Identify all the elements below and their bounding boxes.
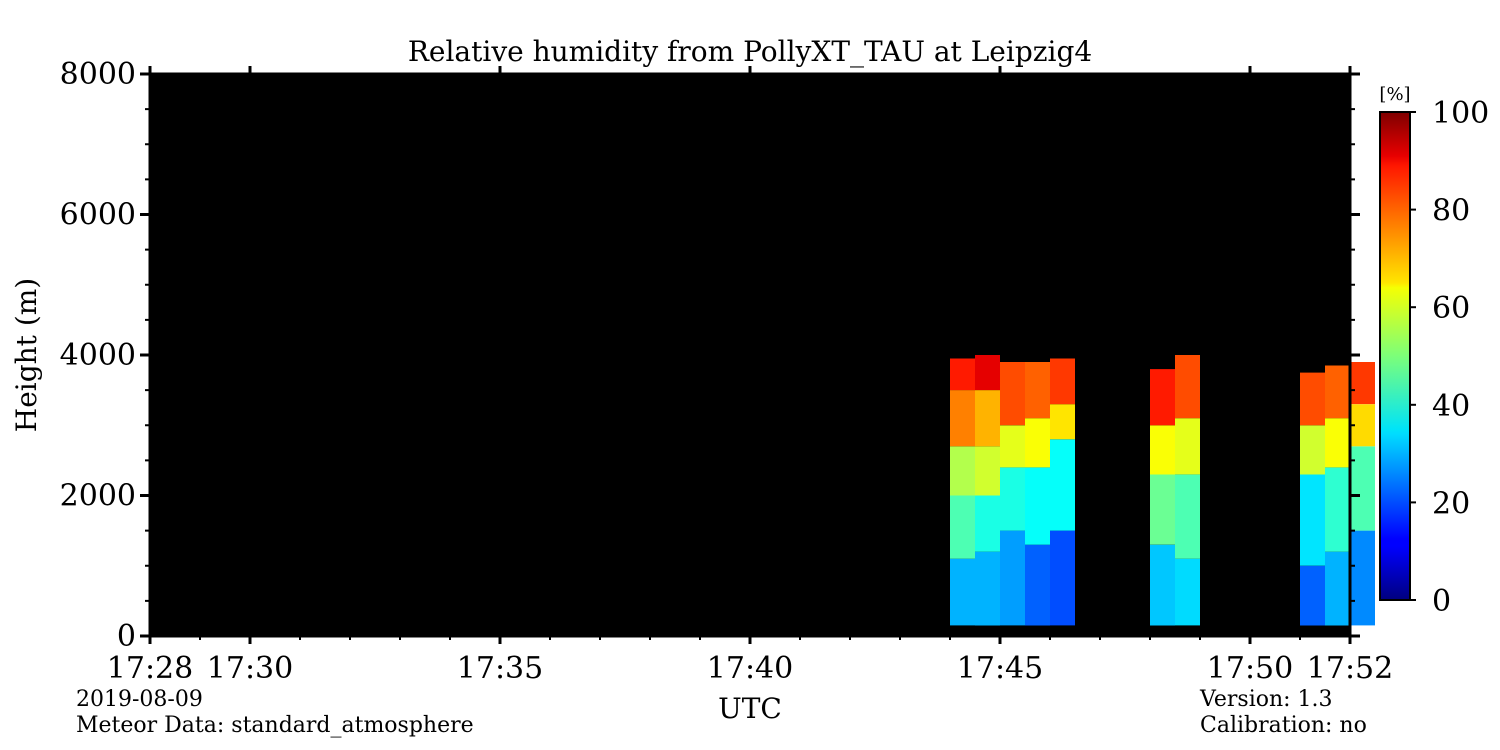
y-tick-label: 2000 — [60, 479, 136, 514]
colorbar-tick-label: 80 — [1432, 194, 1470, 229]
rh-cell — [1325, 418, 1350, 468]
y-tick-label: 4000 — [60, 338, 136, 373]
rh-cell — [1025, 467, 1050, 545]
x-tick-label: 17:35 — [457, 651, 543, 686]
y-tick-label: 0 — [117, 619, 136, 654]
x-axis-label: UTC — [718, 692, 782, 725]
rh-cell — [950, 558, 975, 626]
colorbar-label: [%] — [1379, 84, 1410, 105]
colorbar-tick-label: 20 — [1432, 486, 1470, 521]
rh-cell — [975, 446, 1000, 496]
rh-cell — [1325, 467, 1350, 552]
rh-cell — [1175, 558, 1200, 626]
rh-cell — [1350, 362, 1375, 405]
rh-cell — [975, 495, 1000, 552]
rh-cell — [950, 390, 975, 447]
rh-cell — [1300, 372, 1325, 426]
rh-cell — [1050, 439, 1075, 531]
rh-cell — [950, 446, 975, 496]
rh-cell — [1000, 467, 1025, 531]
rh-cell — [1300, 565, 1325, 626]
rh-cell — [1300, 474, 1325, 566]
rh-cell — [950, 495, 975, 559]
rh-cell — [1025, 362, 1050, 419]
rh-cell — [1150, 544, 1175, 626]
x-tick-label: 17:28 — [107, 651, 193, 686]
rh-cell — [950, 358, 975, 391]
rh-cell — [1325, 551, 1350, 626]
rh-cell — [1350, 530, 1375, 626]
rh-cell — [1350, 446, 1375, 531]
footer-calibration: Calibration: no — [1200, 713, 1367, 738]
rh-cell — [1325, 365, 1350, 419]
rh-cell — [1175, 418, 1200, 475]
rh-cell — [1175, 474, 1200, 559]
rh-cell — [975, 390, 1000, 447]
rh-cell — [1050, 404, 1075, 440]
footer-date: 2019-08-09 — [76, 687, 203, 712]
rh-cell — [1150, 369, 1175, 426]
rh-cell — [1050, 358, 1075, 405]
colorbar-tick-label: 40 — [1432, 389, 1470, 424]
rh-cell — [1000, 425, 1025, 468]
rh-cell — [1175, 355, 1200, 419]
x-tick-label: 17:40 — [707, 651, 793, 686]
rh-cell — [975, 355, 1000, 391]
footer-meteor-data: Meteor Data: standard_atmosphere — [76, 713, 474, 738]
colorbar: [%] 0 20 40 60 80 100 — [1379, 84, 1489, 619]
rh-cells — [950, 355, 1375, 626]
colorbar-tick-label: 60 — [1432, 291, 1470, 326]
x-tick-label: 17:30 — [207, 651, 293, 686]
y-tick-label: 8000 — [60, 57, 136, 92]
rh-cell — [1150, 474, 1175, 545]
y-axis-label: Height (m) — [10, 278, 43, 432]
rh-cell — [1150, 425, 1175, 475]
rh-cell — [1025, 544, 1050, 626]
y-tick-label: 6000 — [60, 198, 136, 233]
x-tick-label: 17:50 — [1207, 651, 1293, 686]
colorbar-tick-label: 100 — [1432, 96, 1489, 131]
rh-cell — [1000, 362, 1025, 426]
axes: 17:28 17:30 17:35 17:40 17:45 17:50 17:52 0 2000… — [60, 57, 1394, 686]
rh-cell — [1300, 425, 1325, 475]
rh-cell — [1025, 418, 1050, 468]
rh-cell — [1000, 530, 1025, 626]
rh-cell — [1050, 530, 1075, 626]
colorbar-tick-label: 0 — [1432, 584, 1451, 619]
footer-version: Version: 1.3 — [1200, 687, 1333, 712]
rh-cell — [975, 551, 1000, 626]
chart-title: Relative humidity from PollyXT_TAU at Le… — [408, 35, 1092, 68]
x-tick-label: 17:45 — [957, 651, 1043, 686]
colorbar-gradient — [1379, 111, 1411, 601]
x-tick-label: 17:52 — [1307, 651, 1393, 686]
